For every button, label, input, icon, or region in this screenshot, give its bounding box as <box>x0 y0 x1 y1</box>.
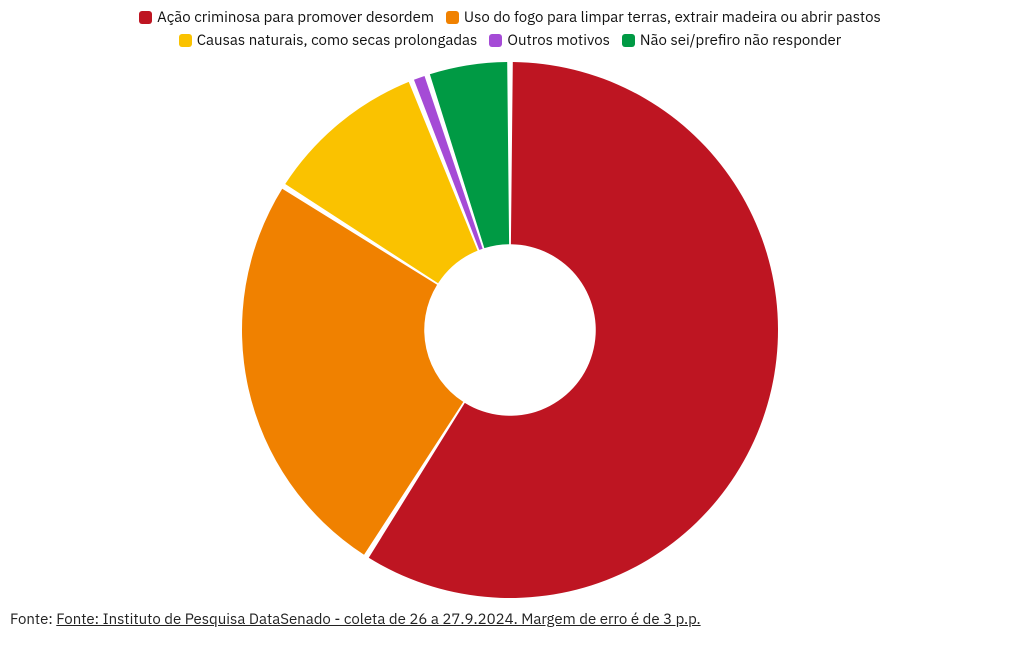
legend-item[interactable]: Outros motivos <box>489 31 610 50</box>
legend-item[interactable]: Não sei/prefiro não responder <box>622 31 841 50</box>
legend-item[interactable]: Ação criminosa para promover desordem <box>139 8 434 27</box>
source-line: Fonte: Fonte: Instituto de Pesquisa Data… <box>10 610 1010 629</box>
legend-swatch <box>446 11 459 24</box>
donut-chart <box>230 56 790 604</box>
legend-label: Ação criminosa para promover desordem <box>157 8 434 27</box>
source-prefix: Fonte: <box>10 610 56 629</box>
legend-swatch <box>139 11 152 24</box>
legend-label: Outros motivos <box>507 31 610 50</box>
legend-label: Uso do fogo para limpar terras, extrair … <box>464 8 881 27</box>
legend-swatch <box>622 34 635 47</box>
legend-item[interactable]: Uso do fogo para limpar terras, extrair … <box>446 8 881 27</box>
legend-item[interactable]: Causas naturais, como secas prolongadas <box>179 31 478 50</box>
chart-legend: Ação criminosa para promover desordem Uso… <box>70 8 950 50</box>
legend-label: Causas naturais, como secas prolongadas <box>197 31 478 50</box>
legend-swatch <box>489 34 502 47</box>
source-link[interactable]: Fonte: Instituto de Pesquisa DataSenado … <box>56 610 700 629</box>
chart-container <box>10 56 1010 604</box>
legend-swatch <box>179 34 192 47</box>
legend-label: Não sei/prefiro não responder <box>640 31 841 50</box>
